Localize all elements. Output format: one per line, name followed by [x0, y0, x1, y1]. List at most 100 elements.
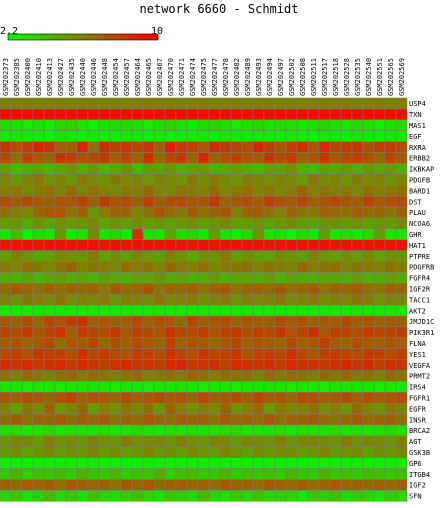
heatmap-cell: [285, 370, 298, 382]
heatmap-cell: [318, 272, 331, 284]
heatmap-cell: [87, 195, 100, 208]
heatmap-cell: [329, 283, 342, 295]
heatmap-cell: [65, 206, 78, 219]
heatmap-cell: [120, 402, 133, 415]
row-label: AKT2: [409, 307, 426, 315]
heatmap-cell: [252, 174, 265, 186]
heatmap-cell: [340, 163, 353, 175]
heatmap-cell: [120, 152, 133, 164]
column-label: GSM202540: [365, 58, 373, 96]
heatmap-cell: [252, 119, 265, 131]
heatmap-cell: [43, 392, 56, 404]
heatmap-cell: [131, 206, 144, 219]
heatmap-cell: [296, 163, 309, 175]
heatmap-cell: [0, 468, 12, 480]
heatmap-cell: [131, 108, 144, 121]
heatmap-cell: [373, 304, 386, 317]
heatmap-cell: [153, 97, 166, 110]
heatmap-cell: [318, 304, 331, 317]
heatmap-cell: [197, 381, 210, 393]
heatmap-cell: [131, 370, 144, 382]
row-label: DST: [409, 198, 422, 206]
heatmap-cell: [362, 250, 375, 262]
heatmap-cell: [43, 283, 56, 295]
heatmap-cell: [54, 152, 67, 164]
heatmap-cell: [175, 97, 188, 110]
heatmap-cell: [153, 152, 166, 164]
heatmap-cell: [0, 108, 12, 121]
heatmap-cell: [362, 97, 375, 110]
heatmap-cell: [351, 337, 364, 349]
heatmap-cell: [54, 381, 67, 393]
heatmap-cell: [65, 381, 78, 393]
heatmap-cell: [351, 152, 364, 164]
heatmap-cell: [76, 184, 89, 197]
heatmap-cell: [153, 239, 166, 251]
heatmap-cell: [340, 206, 353, 219]
heatmap-cell: [0, 283, 12, 295]
heatmap-cell: [230, 457, 243, 469]
heatmap-cell: [186, 152, 199, 164]
heatmap-cell: [241, 163, 254, 175]
heatmap-cell: [21, 402, 34, 415]
heatmap-cell: [0, 402, 12, 415]
heatmap-cell: [296, 206, 309, 219]
heatmap-cell: [164, 261, 177, 273]
heatmap-cell: [76, 446, 89, 458]
heatmap-cell: [10, 392, 23, 404]
heatmap-cell: [175, 304, 188, 317]
heatmap-cell: [230, 293, 243, 306]
column-label: GSM202400: [24, 58, 32, 96]
heatmap-cell: [10, 184, 23, 197]
heatmap-cell: [153, 402, 166, 415]
heatmap-cell: [274, 315, 287, 328]
heatmap-cell: [373, 217, 386, 230]
column-label: GSM202517: [321, 58, 329, 96]
row-label: ITGB4: [409, 471, 430, 479]
heatmap-cell: [54, 359, 67, 371]
heatmap-cell: [186, 315, 199, 328]
heatmap-cell: [351, 446, 364, 458]
heatmap-cell: [384, 217, 397, 230]
heatmap-cell: [142, 261, 155, 273]
heatmap-cell: [142, 435, 155, 448]
heatmap-cell: [252, 413, 265, 426]
heatmap-cell: [109, 97, 122, 110]
heatmap-cell: [362, 195, 375, 208]
heatmap-cell: [21, 479, 34, 491]
heatmap-cell: [384, 239, 397, 251]
heatmap-cell: [54, 392, 67, 404]
heatmap-cell: [142, 446, 155, 458]
heatmap-cell: [252, 337, 265, 349]
heatmap-cell: [318, 283, 331, 295]
heatmap-cell: [384, 261, 397, 273]
heatmap-cell: [109, 348, 122, 360]
heatmap-cell: [164, 293, 177, 306]
heatmap-cell: [21, 141, 34, 153]
heatmap-cell: [10, 293, 23, 306]
heatmap-cell: [0, 250, 12, 262]
heatmap-cell: [384, 468, 397, 480]
heatmap-cell: [54, 119, 67, 131]
heatmap-cell: [76, 228, 89, 240]
heatmap-cell: [65, 457, 78, 469]
heatmap-cell: [351, 424, 364, 437]
heatmap-cell: [340, 402, 353, 415]
heatmap-cell: [186, 468, 199, 480]
row-label: NCOA6: [409, 220, 430, 228]
heatmap-cell: [241, 141, 254, 153]
heatmap-cell: [285, 446, 298, 458]
heatmap-cell: [208, 424, 221, 437]
heatmap-cell: [208, 402, 221, 415]
heatmap-cell: [32, 217, 45, 230]
heatmap-cell: [65, 119, 78, 131]
heatmap-cell: [109, 479, 122, 491]
heatmap-cell: [21, 108, 34, 121]
heatmap-cell: [285, 392, 298, 404]
heatmap-cell: [241, 402, 254, 415]
heatmap-cell: [329, 217, 342, 230]
heatmap-cell: [373, 184, 386, 197]
heatmap-cell: [362, 337, 375, 349]
row-label: EGF: [409, 133, 422, 141]
row-label: VEGFA: [409, 362, 431, 370]
